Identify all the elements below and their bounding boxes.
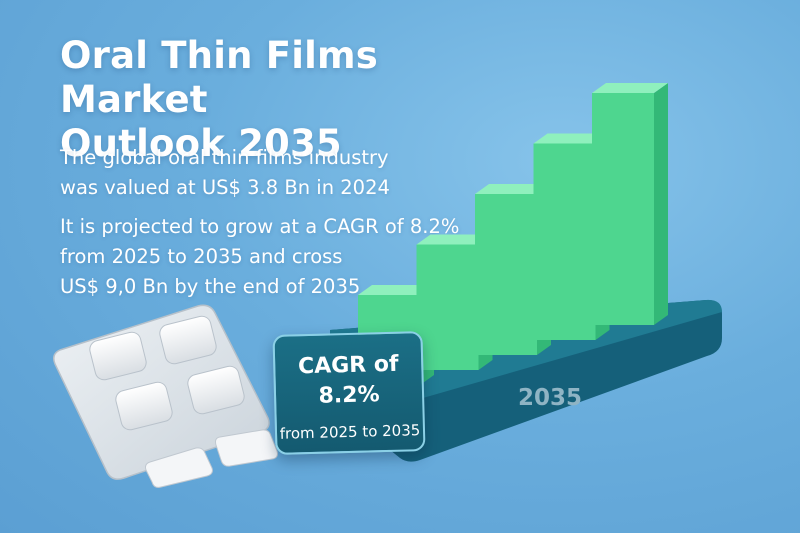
blister-pill: [187, 365, 245, 415]
bar-top: [358, 285, 434, 295]
bar-side: [654, 83, 668, 325]
cagr-badge-title: CAGR of 8.2%: [297, 351, 399, 409]
blister-pill: [115, 381, 173, 431]
title-line-1: Oral Thin Films Market: [60, 34, 378, 121]
valuation-line-2: was valued at US$ 3.8 Bn in 2024: [60, 176, 390, 199]
cagr-badge-subtitle: from 2025 to 2035: [279, 421, 421, 443]
bar-top: [533, 133, 610, 144]
page-title: Oral Thin Films Market Outlook 2035: [60, 34, 530, 166]
title-line-2: Outlook 2035: [60, 122, 342, 165]
platform-year-label: 2035: [518, 385, 582, 411]
bar-top: [475, 184, 551, 194]
projection-line-2: from 2025 to 2035 and cross: [60, 245, 343, 268]
valuation-text: The global oral thin films industry was …: [60, 143, 480, 203]
bar-top: [416, 234, 493, 245]
bar-front: [416, 244, 479, 370]
bar-top: [592, 83, 668, 93]
film-strip-icon: [145, 447, 213, 488]
projection-text: It is projected to grow at a CAGR of 8.2…: [60, 212, 480, 302]
projection-line-1: It is projected to grow at a CAGR of 8.2…: [60, 215, 460, 238]
film-strip-icon: [215, 429, 278, 467]
bar-front: [475, 194, 537, 355]
bar-5: [592, 83, 668, 325]
blister-pill: [159, 315, 217, 365]
blister-pill: [89, 331, 147, 381]
valuation-line-1: The global oral thin films industry: [60, 146, 389, 169]
blister-pack-icon: [53, 304, 270, 480]
projection-line-3: US$ 9,0 Bn by the end of 2035: [60, 275, 361, 298]
bar-front: [592, 93, 654, 325]
bar-front: [533, 143, 596, 340]
cagr-badge: CAGR of 8.2% from 2025 to 2035: [272, 331, 426, 455]
